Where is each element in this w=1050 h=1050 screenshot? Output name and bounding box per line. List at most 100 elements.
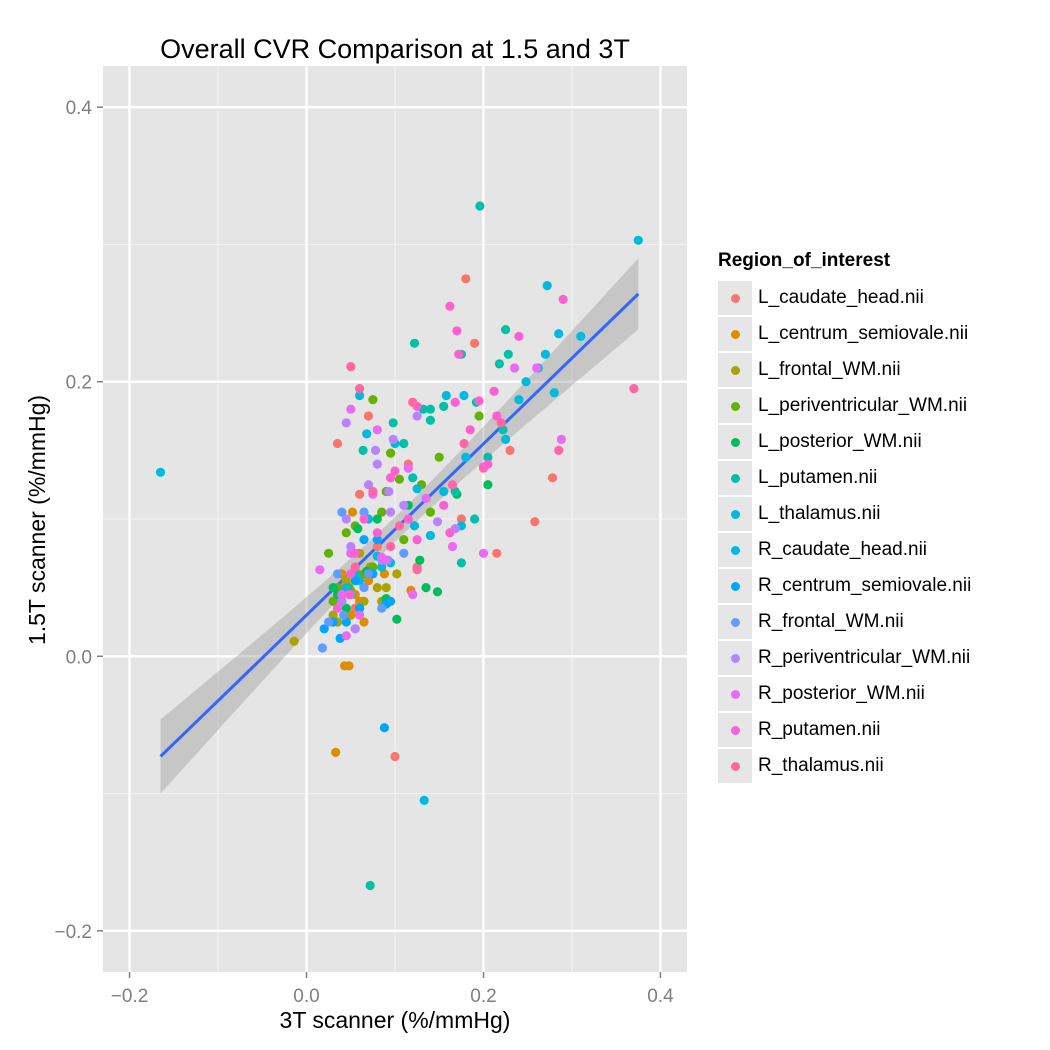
data-point [483,459,493,469]
data-point [390,466,400,476]
data-point [386,596,396,607]
legend-key [718,749,752,783]
data-point [377,507,387,517]
data-point [346,610,356,620]
data-point [362,429,372,439]
data-point [494,359,504,369]
data-point [399,548,409,558]
data-point [372,583,382,593]
data-point [392,569,402,579]
data-point [388,434,398,444]
data-point [498,425,508,435]
x-axis-ticks: −0.2 0.0 0.2 0.4 [111,972,674,1007]
data-point [363,576,374,586]
data-point [350,624,360,634]
data-point [341,631,351,641]
data-point [386,473,396,483]
data-point [370,445,381,455]
legend-key [718,677,752,711]
data-point [388,418,398,428]
data-point [425,507,435,517]
data-point [379,723,389,733]
data-point [501,325,511,335]
data-point [530,517,540,527]
legend-swatch [731,618,740,627]
data-point [359,617,369,627]
data-point [346,362,356,372]
data-point [363,569,374,579]
data-point [341,583,351,593]
data-point [350,576,360,586]
y-tick-label: 0.4 [66,98,93,119]
data-point [381,583,391,593]
data-point [372,535,382,545]
data-point [445,528,455,538]
data-point [328,596,338,607]
data-point [492,411,502,421]
data-point [483,480,493,490]
data-point [359,583,369,593]
data-point [461,452,471,462]
data-point [425,530,435,541]
data-point [394,474,404,484]
chart-title: Overall CVR Comparison at 1.5 and 3T [160,34,630,64]
data-point [408,473,418,483]
data-point [328,610,338,620]
data-point [359,514,369,524]
data-point [521,377,531,387]
data-point [503,349,513,359]
data-point [346,404,356,414]
legend-key [718,281,752,315]
data-point [445,301,455,311]
data-point [372,425,382,435]
data-point [399,535,409,545]
legend-swatch [731,690,740,699]
data-point [355,384,365,394]
data-point [576,331,586,341]
data-point [421,583,431,593]
data-point [556,434,567,444]
data-point [341,528,351,538]
data-point [459,390,469,401]
legend-key [718,533,752,567]
data-point [447,541,458,552]
legend-swatch [731,366,740,375]
legend-title: Region_of_interest [718,250,891,271]
data-point [344,661,354,671]
data-point [415,555,425,565]
data-point [547,473,558,483]
legend-swatch [731,402,740,411]
data-point [421,493,431,503]
grid-minor [103,66,687,972]
data-point [155,467,166,477]
legend-swatch [731,726,740,735]
data-point [350,562,360,572]
legend-key [718,389,752,423]
legend-swatch [731,654,740,663]
data-point [412,484,422,494]
data-point [353,524,363,534]
data-point [483,452,493,462]
data-point [347,507,358,517]
legend-key [718,641,752,675]
data-point [363,411,374,421]
data-point [355,610,365,620]
data-point [554,445,564,455]
data-point [377,603,387,613]
data-point [509,363,520,373]
data-point [432,587,443,597]
data-point [441,390,451,401]
data-point [381,555,391,565]
data-point [346,541,356,552]
data-point [408,397,418,407]
y-tick-label: 0.2 [66,373,92,394]
data-point [392,614,402,624]
data-point [470,338,480,348]
data-point [554,329,564,339]
data-point [425,404,435,414]
data-point [501,434,511,444]
data-point [339,610,349,620]
data-point [315,565,325,575]
data-point [324,548,334,558]
